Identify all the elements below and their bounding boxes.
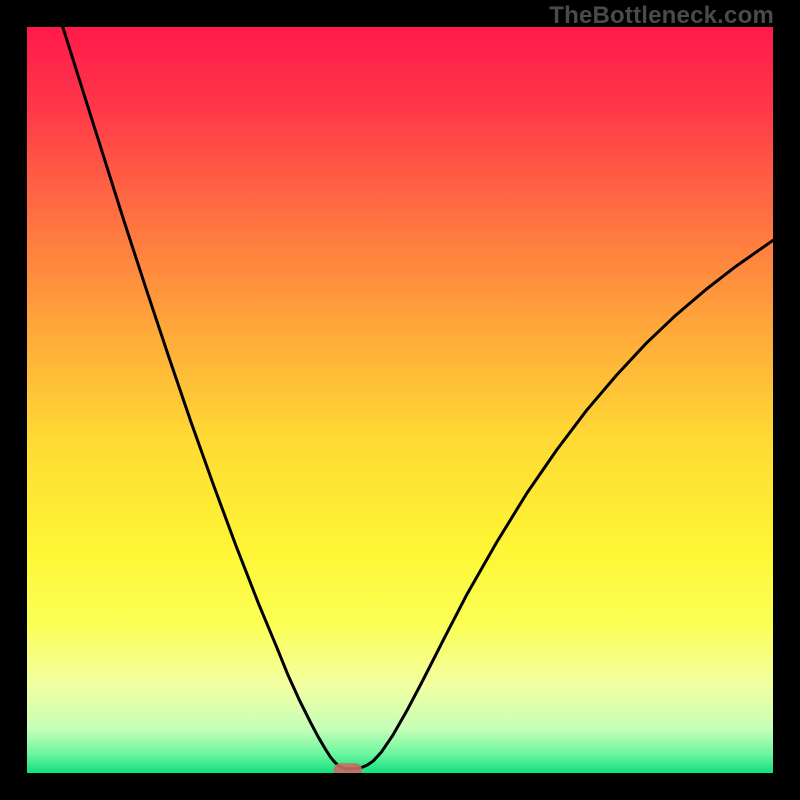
- chart-frame: TheBottleneck.com: [0, 0, 800, 800]
- bottleneck-curve: [27, 27, 773, 773]
- minimum-marker: [334, 763, 362, 773]
- watermark-text: TheBottleneck.com: [549, 2, 774, 30]
- plot-area: [27, 27, 773, 773]
